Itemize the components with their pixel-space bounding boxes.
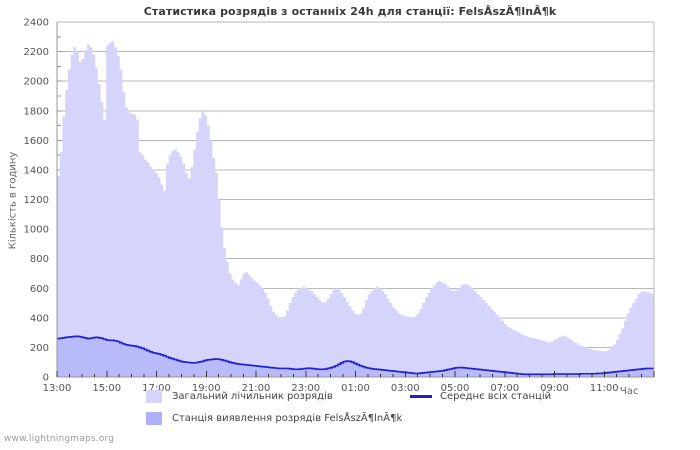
svg-text:03:00: 03:00 (391, 383, 420, 394)
svg-text:600: 600 (30, 284, 49, 295)
chart-title: Статистика розрядів з останніх 24h для с… (143, 5, 557, 18)
plot-area: 0 200 400 600 800 1000 1200 1400 1600 1800 2000 220… (24, 18, 655, 394)
svg-text:19:00: 19:00 (192, 383, 221, 394)
svg-text:1000: 1000 (24, 225, 49, 236)
watermark: www.lightningmaps.org (4, 434, 115, 444)
svg-text:1400: 1400 (24, 165, 49, 176)
svg-text:23:00: 23:00 (291, 383, 320, 394)
svg-text:800: 800 (30, 254, 49, 265)
svg-text:09:00: 09:00 (540, 383, 569, 394)
svg-text:01:00: 01:00 (341, 383, 370, 394)
svg-text:21:00: 21:00 (242, 383, 271, 394)
svg-text:2400: 2400 (24, 18, 49, 29)
legend-entry-total: Загальний лічильник розрядів (146, 388, 333, 404)
legend-label-total: Загальний лічильник розрядів (172, 390, 333, 402)
svg-text:2200: 2200 (24, 47, 49, 58)
legend-row-1: Загальний лічильник розрядів Середнє всі… (0, 388, 700, 408)
svg-text:1800: 1800 (24, 106, 49, 117)
legend-label-average: Середнє всіх станцій (440, 390, 552, 402)
svg-text:11:00: 11:00 (590, 383, 619, 394)
legend-entry-station: Станція виявлення розрядів FelsÅszÃ¶lnÃ¶… (146, 410, 402, 426)
legend-label-station: Станція виявлення розрядів FelsÅszÃ¶lnÃ¶… (172, 412, 403, 424)
svg-text:15:00: 15:00 (92, 383, 121, 394)
svg-text:2000: 2000 (24, 77, 49, 88)
svg-text:1200: 1200 (24, 195, 49, 206)
svg-text:200: 200 (30, 343, 49, 354)
legend-row-2: Станція виявлення розрядів FelsÅszÃ¶lnÃ¶… (0, 410, 700, 430)
legend-swatch-station-icon (146, 411, 162, 425)
svg-text:17:00: 17:00 (142, 383, 171, 394)
x-axis-label: Час (620, 386, 639, 397)
legend-entry-average: Середнє всіх станцій (410, 388, 551, 404)
svg-text:1600: 1600 (24, 136, 49, 147)
legend-swatch-average-icon (410, 394, 432, 398)
chart-legend: Загальний лічильник розрядів Середнє всі… (0, 388, 700, 434)
svg-text:13:00: 13:00 (43, 383, 72, 394)
svg-text:400: 400 (30, 313, 49, 324)
svg-text:0: 0 (43, 373, 49, 384)
svg-text:05:00: 05:00 (441, 383, 470, 394)
legend-swatch-total-icon (146, 389, 162, 403)
svg-text:07:00: 07:00 (490, 383, 519, 394)
